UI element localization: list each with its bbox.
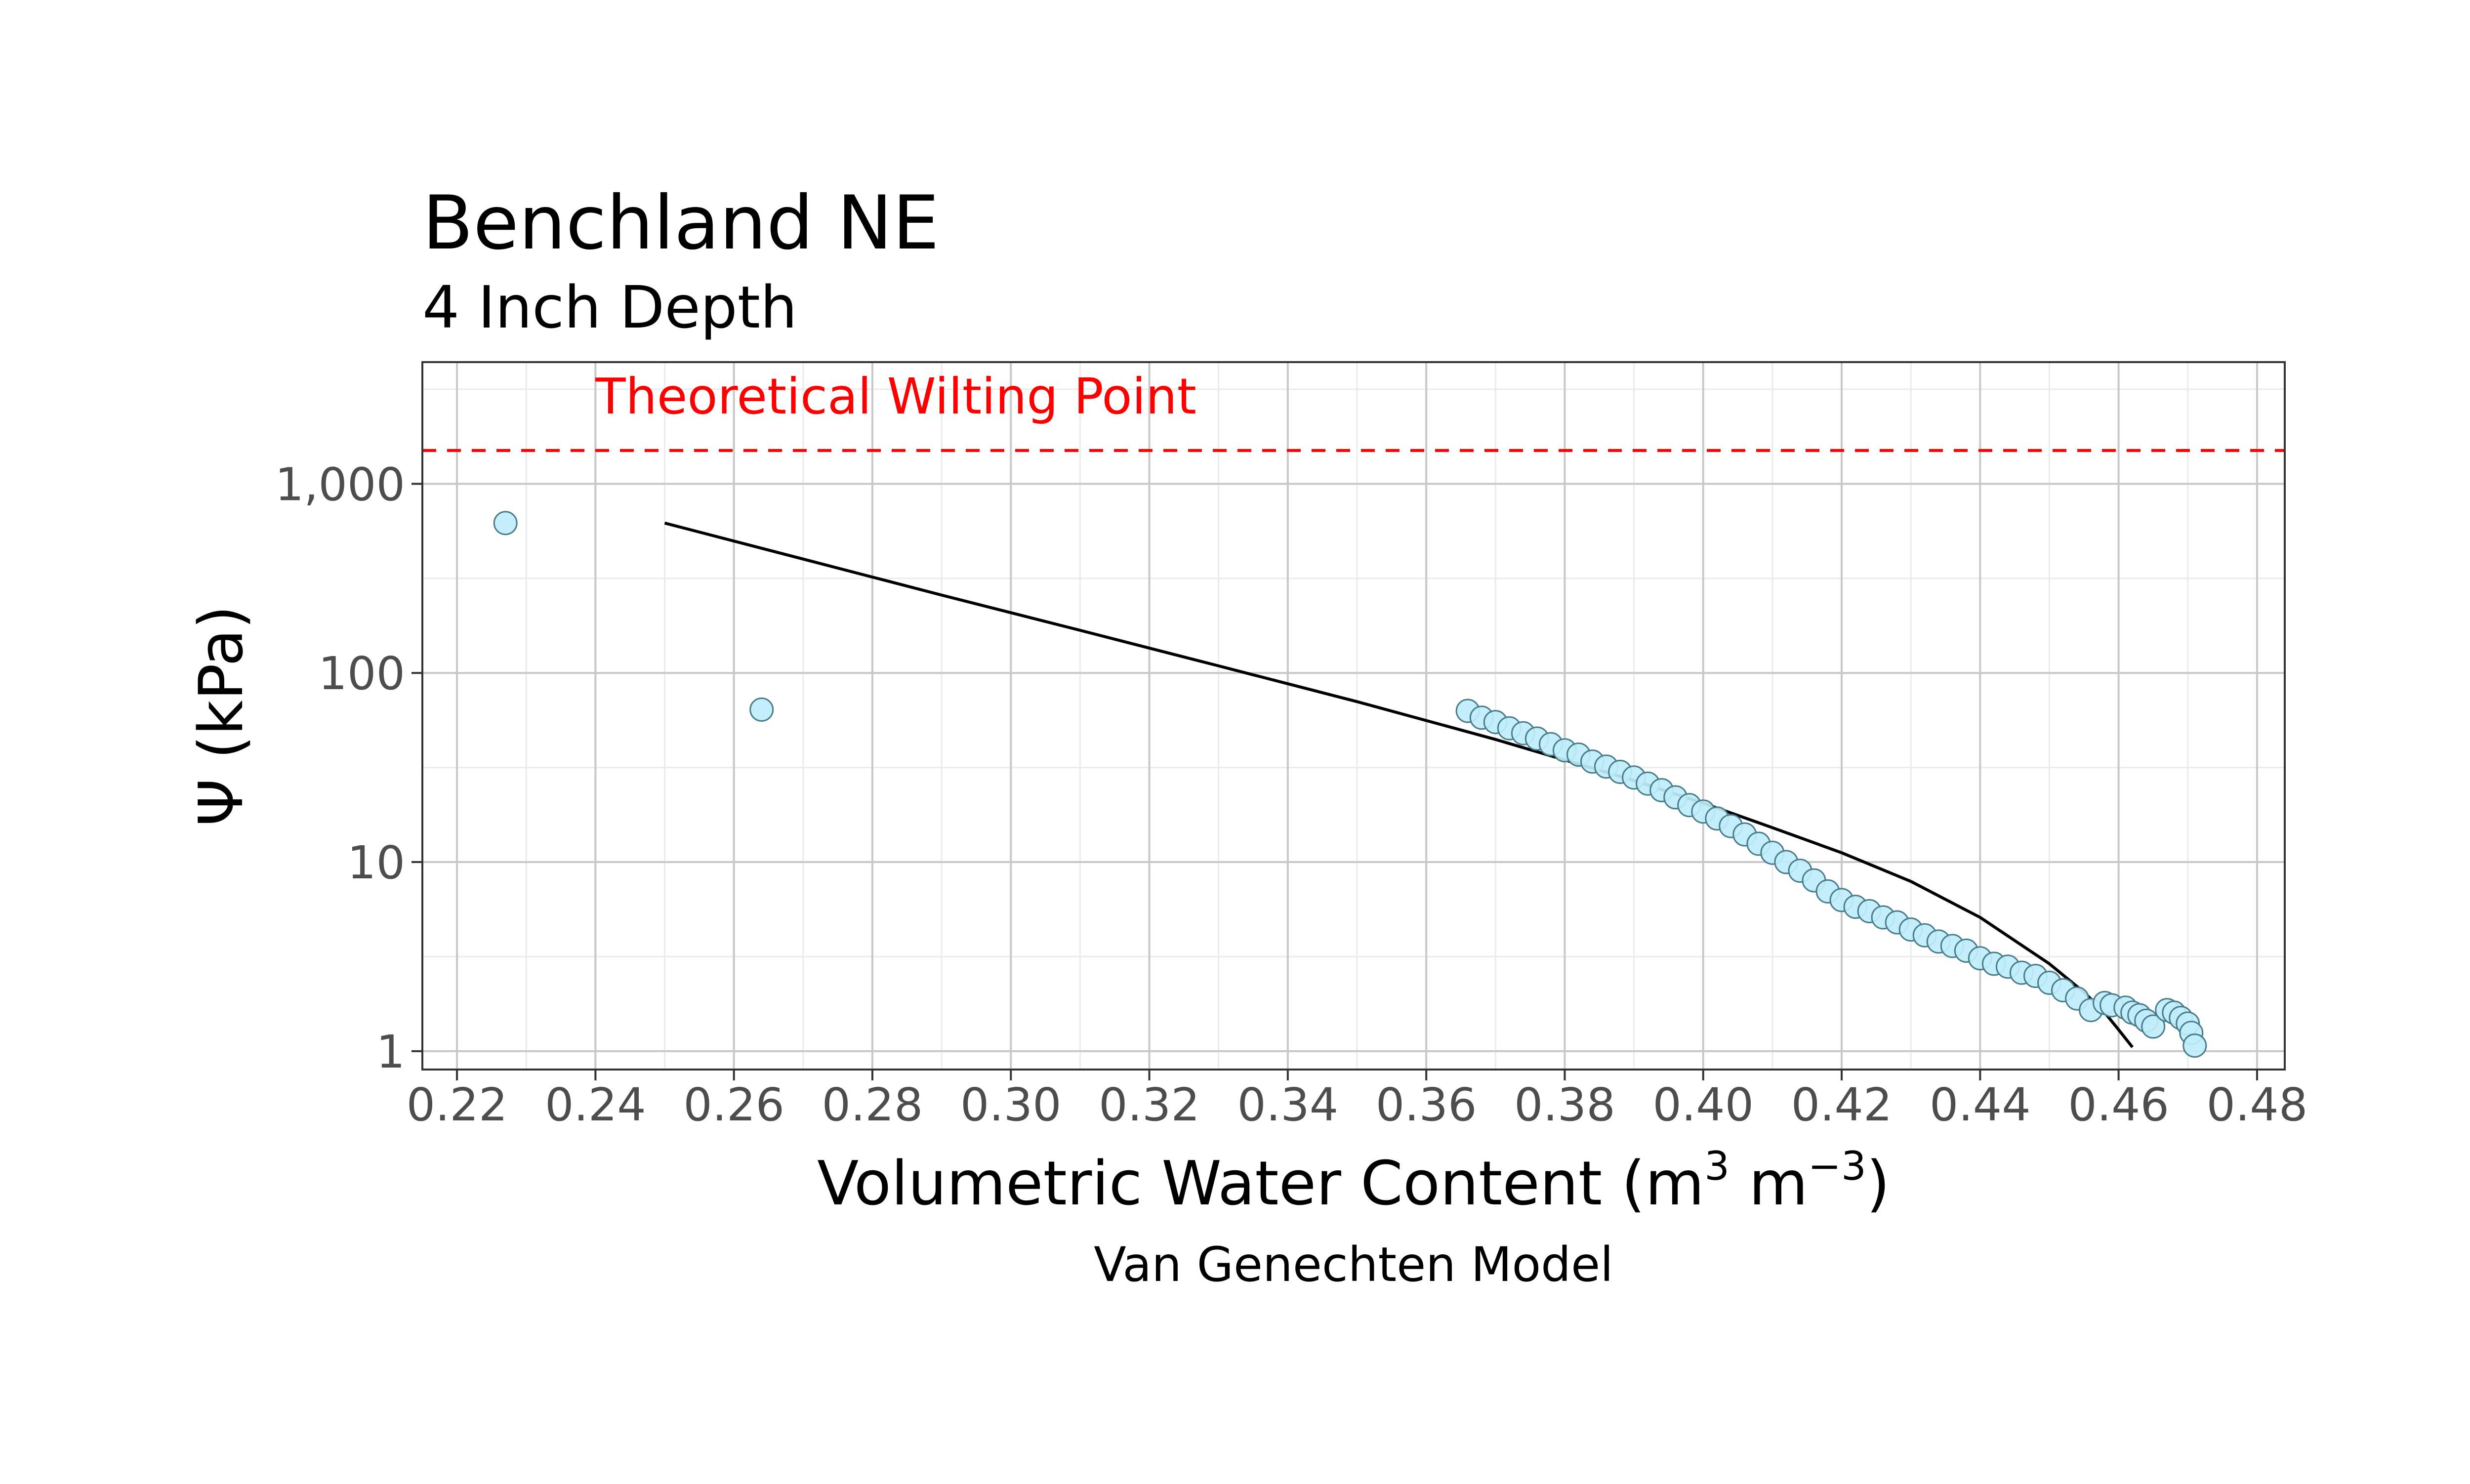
x-axis-ticks: 0.22 0.24 0.26 0.28 0.30 0.32 0.34 0.36 0.38 0.40… [407, 1070, 2308, 1131]
x-tick-label: 0.22 [407, 1078, 508, 1131]
observed-points [493, 511, 2207, 1058]
x-axis-title: Volumetric Water Content (m3 m−3) [817, 1143, 1890, 1219]
chart-subtitle: 4 Inch Depth [422, 273, 797, 341]
plot-border [421, 361, 2286, 1071]
x-axis-title-end: ) [1866, 1149, 1890, 1219]
wilting-point-reference: Theoretical Wilting Point [422, 368, 2285, 452]
x-axis-title-main: Volumetric Water Content (m [817, 1149, 1704, 1219]
data-point [493, 511, 518, 536]
grid-major [422, 362, 2285, 1070]
y-tick-label: 1 [376, 1026, 405, 1078]
x-axis-title-sup1: 3 [1704, 1143, 1729, 1189]
x-tick-label: 0.44 [1930, 1078, 2031, 1131]
y-tick-label: 1,000 [275, 458, 405, 511]
x-axis-title-mid: m [1729, 1149, 1808, 1219]
data-point [2141, 1014, 2166, 1039]
chart-caption: Van Genechten Model [1094, 1237, 1613, 1292]
x-tick-label: 0.34 [1237, 1078, 1338, 1131]
y-tick-label: 100 [318, 647, 405, 700]
x-axis-title-sup2: −3 [1808, 1143, 1866, 1189]
data-point [2182, 1033, 2207, 1058]
x-tick-label: 0.38 [1514, 1078, 1615, 1131]
x-tick-label: 0.26 [683, 1078, 784, 1131]
chart-title: Benchland NE [422, 180, 939, 266]
x-tick-label: 0.42 [1791, 1078, 1893, 1131]
x-tick-label: 0.30 [960, 1078, 1062, 1131]
x-tick-label: 0.24 [545, 1078, 646, 1131]
y-tick-label: 10 [347, 836, 405, 889]
data-point [749, 697, 774, 722]
x-tick-label: 0.36 [1376, 1078, 1477, 1131]
x-tick-label: 0.48 [2207, 1078, 2308, 1131]
x-tick-label: 0.32 [1099, 1078, 1200, 1131]
y-axis-title: Ψ (kPa) [186, 605, 257, 826]
x-tick-label: 0.46 [2068, 1078, 2169, 1131]
wilting-point-label: Theoretical Wilting Point [595, 368, 1196, 425]
x-tick-label: 0.28 [822, 1078, 923, 1131]
y-axis-ticks: 1 10 100 1,000 [275, 458, 422, 1078]
x-tick-label: 0.40 [1652, 1078, 1754, 1131]
